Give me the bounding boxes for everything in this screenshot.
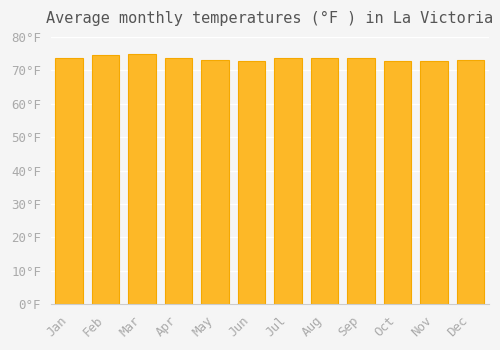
Bar — [420, 61, 448, 304]
Bar — [56, 58, 83, 304]
Bar — [238, 61, 266, 304]
Bar — [348, 58, 375, 304]
Bar — [202, 60, 229, 304]
Title: Average monthly temperatures (°F ) in La Victoria: Average monthly temperatures (°F ) in La… — [46, 11, 494, 26]
Bar — [165, 58, 192, 304]
Bar — [92, 55, 120, 304]
Bar — [274, 58, 302, 304]
Bar — [457, 60, 484, 304]
Bar — [311, 58, 338, 304]
Bar — [128, 54, 156, 304]
Bar — [384, 61, 411, 304]
